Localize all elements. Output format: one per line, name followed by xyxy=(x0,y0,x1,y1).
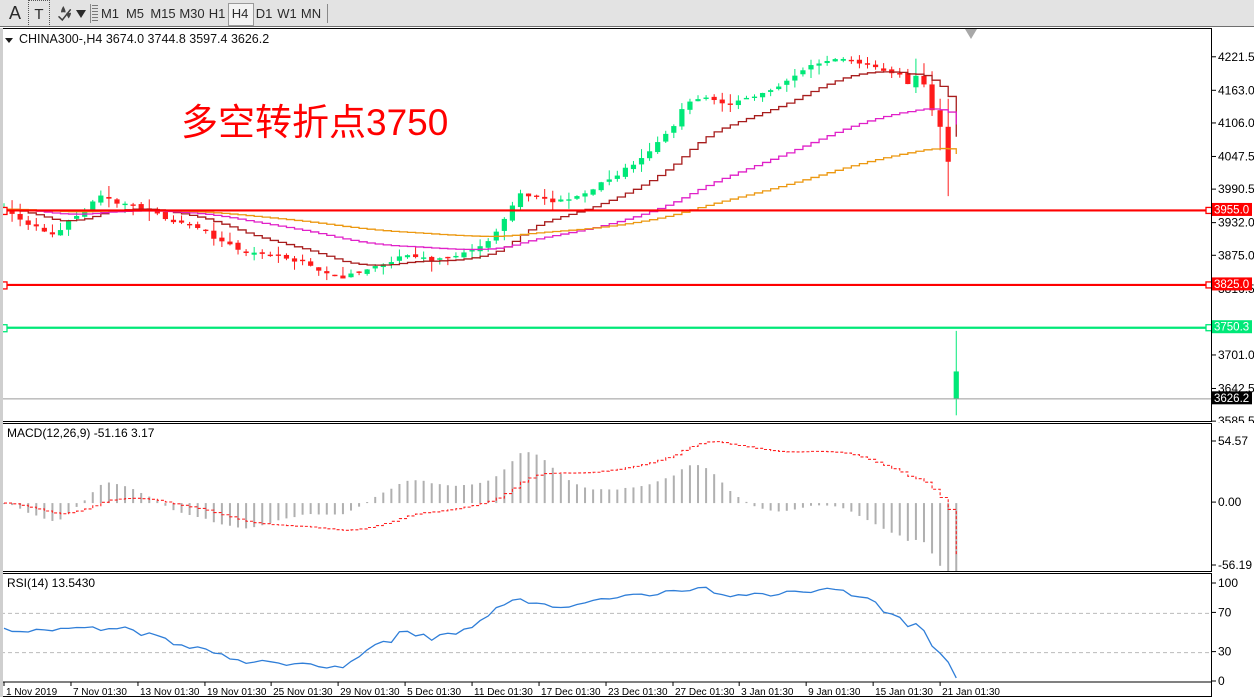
svg-text:25 Nov 01:30: 25 Nov 01:30 xyxy=(273,687,333,697)
svg-text:3750.3: 3750.3 xyxy=(1214,322,1249,334)
svg-text:3875.0: 3875.0 xyxy=(1218,248,1254,262)
svg-text:3701.0: 3701.0 xyxy=(1218,348,1254,362)
svg-text:0: 0 xyxy=(1218,674,1225,688)
svg-text:15 Jan 01:30: 15 Jan 01:30 xyxy=(875,687,933,697)
svg-text:4163.0: 4163.0 xyxy=(1218,83,1254,97)
svg-text:3955.0: 3955.0 xyxy=(1214,204,1249,216)
svg-text:4221.5: 4221.5 xyxy=(1218,50,1254,64)
svg-text:100: 100 xyxy=(1218,576,1238,590)
svg-text:3626.2: 3626.2 xyxy=(1214,393,1249,405)
svg-text:4047.5: 4047.5 xyxy=(1218,149,1254,163)
svg-text:3 Jan 01:30: 3 Jan 01:30 xyxy=(741,687,794,697)
svg-text:0.00: 0.00 xyxy=(1218,495,1242,509)
svg-text:3990.5: 3990.5 xyxy=(1218,182,1254,196)
svg-text:3825.0: 3825.0 xyxy=(1214,279,1249,291)
svg-text:7 Nov 01:30: 7 Nov 01:30 xyxy=(73,687,127,697)
svg-text:9 Jan 01:30: 9 Jan 01:30 xyxy=(808,687,861,697)
svg-text:5 Dec 01:30: 5 Dec 01:30 xyxy=(407,687,461,697)
svg-text:17 Dec 01:30: 17 Dec 01:30 xyxy=(541,687,601,697)
svg-text:19 Nov 01:30: 19 Nov 01:30 xyxy=(207,687,267,697)
svg-text:30: 30 xyxy=(1218,645,1232,659)
svg-text:54.57: 54.57 xyxy=(1218,434,1248,448)
svg-text:70: 70 xyxy=(1218,605,1232,619)
svg-text:多空转折点3750: 多空转折点3750 xyxy=(181,102,448,143)
svg-text:1 Nov 2019: 1 Nov 2019 xyxy=(6,687,58,697)
svg-text:29 Nov 01:30: 29 Nov 01:30 xyxy=(340,687,400,697)
svg-text:4106.0: 4106.0 xyxy=(1218,116,1254,130)
svg-text:MACD(12,26,9) -51.16 3.17: MACD(12,26,9) -51.16 3.17 xyxy=(7,426,155,440)
svg-text:27 Dec 01:30: 27 Dec 01:30 xyxy=(675,687,735,697)
svg-text:RSI(14) 13.5430: RSI(14) 13.5430 xyxy=(7,576,95,590)
svg-text:3585.5: 3585.5 xyxy=(1218,414,1254,423)
svg-text:CHINA300-,H4 3674.0 3744.8 3: CHINA300-,H4 3674.0 3744.8 3597.4 3626.2 xyxy=(19,32,269,46)
svg-text:-56.19: -56.19 xyxy=(1218,558,1252,572)
svg-text:13 Nov 01:30: 13 Nov 01:30 xyxy=(140,687,200,697)
svg-text:11 Dec 01:30: 11 Dec 01:30 xyxy=(474,687,533,697)
svg-text:23 Dec 01:30: 23 Dec 01:30 xyxy=(608,687,668,697)
svg-text:3932.0: 3932.0 xyxy=(1218,216,1254,230)
svg-text:21 Jan 01:30: 21 Jan 01:30 xyxy=(942,687,1000,697)
